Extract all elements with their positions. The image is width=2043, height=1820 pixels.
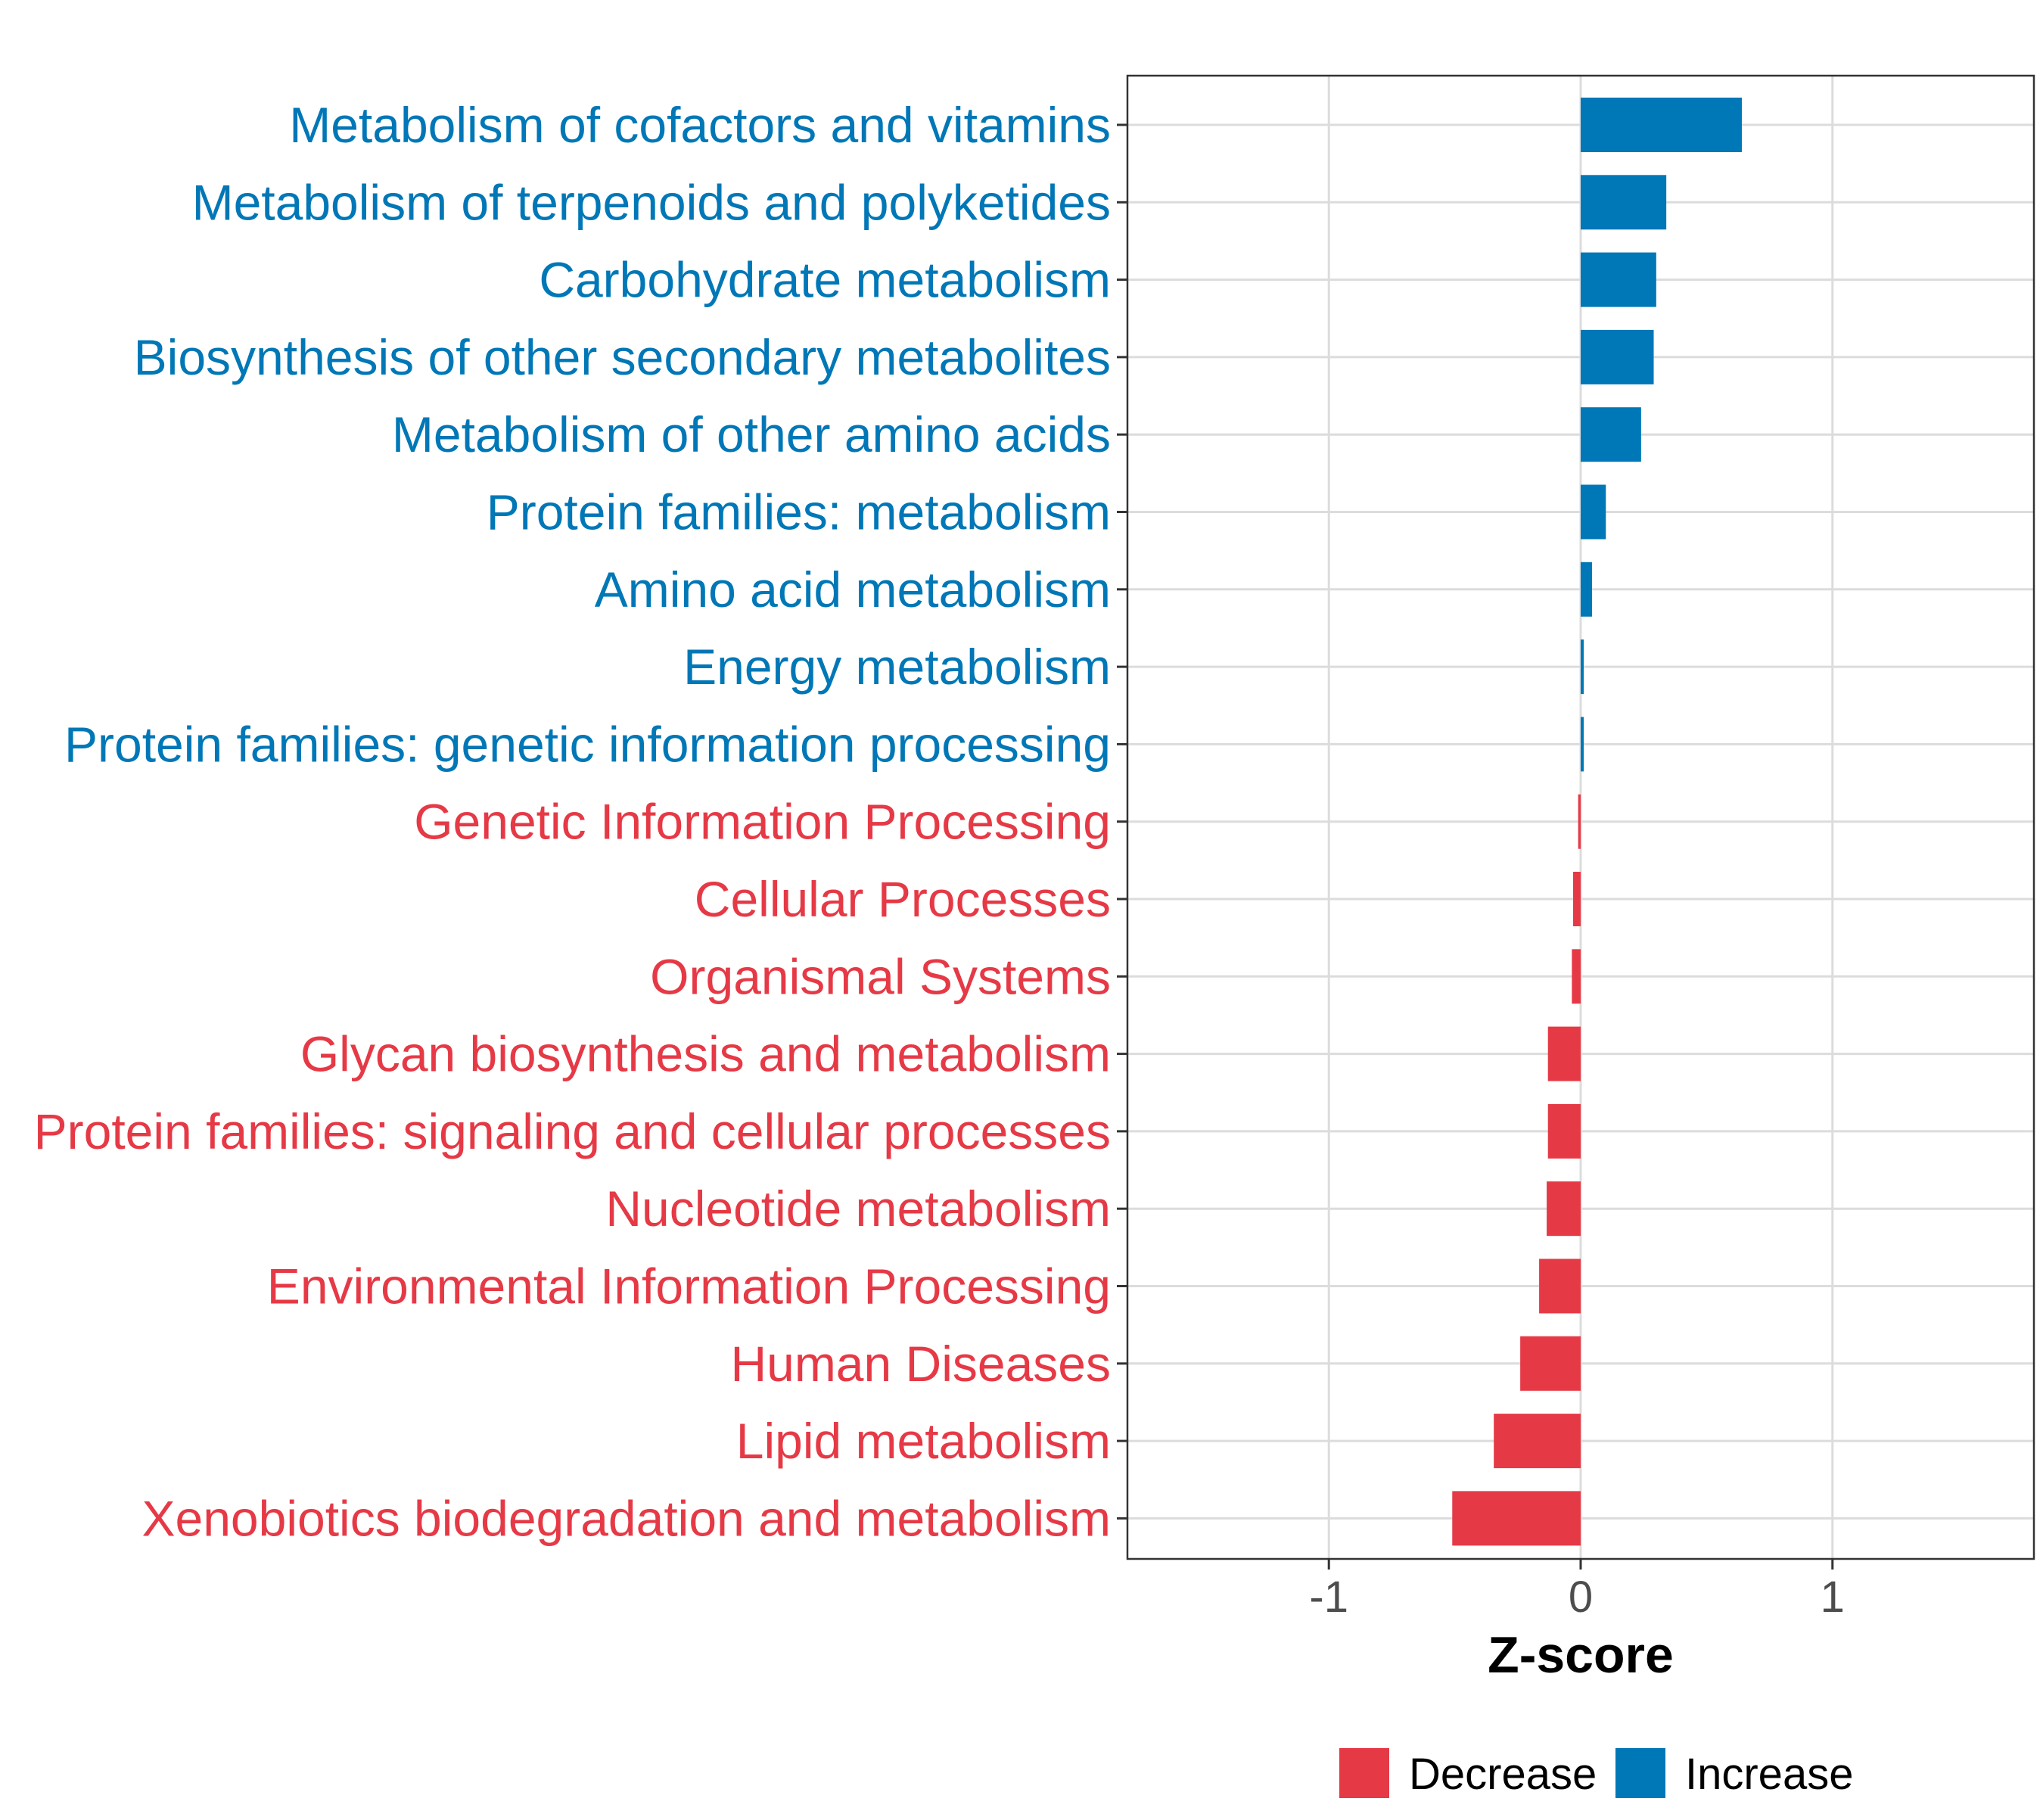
bar bbox=[1581, 329, 1654, 384]
category-label: Nucleotide metabolism bbox=[605, 1181, 1111, 1237]
x-tick-label: 1 bbox=[1821, 1573, 1845, 1622]
bar bbox=[1581, 252, 1656, 307]
category-label: Metabolism of terpenoids and polyketides bbox=[192, 174, 1111, 230]
legend-label-decrease: Decrease bbox=[1409, 1750, 1597, 1799]
category-label: Glycan biosynthesis and metabolism bbox=[300, 1026, 1111, 1082]
category-label: Human Diseases bbox=[730, 1336, 1111, 1392]
bar bbox=[1520, 1336, 1581, 1391]
category-label: Metabolism of other amino acids bbox=[392, 406, 1111, 462]
legend: Decrease Increase bbox=[1339, 1748, 1853, 1799]
legend-label-increase: Increase bbox=[1685, 1750, 1853, 1799]
bar bbox=[1581, 407, 1641, 462]
bar bbox=[1573, 872, 1581, 926]
category-label: Carbohydrate metabolism bbox=[539, 252, 1111, 308]
bar bbox=[1547, 1026, 1581, 1081]
legend-key-increase bbox=[1615, 1748, 1665, 1798]
bar bbox=[1452, 1491, 1581, 1546]
category-label: Xenobiotics biodegradation and metabolis… bbox=[142, 1490, 1112, 1546]
bar bbox=[1581, 484, 1606, 540]
bar bbox=[1581, 717, 1584, 772]
bar bbox=[1494, 1414, 1581, 1469]
category-label: Biosynthesis of other secondary metaboli… bbox=[134, 329, 1111, 385]
category-label: Amino acid metabolism bbox=[595, 562, 1111, 618]
bar bbox=[1572, 949, 1581, 1004]
legend-key-decrease bbox=[1339, 1748, 1389, 1798]
category-label: Environmental Information Processing bbox=[267, 1258, 1111, 1314]
bar bbox=[1539, 1258, 1581, 1314]
x-tick-label: -1 bbox=[1309, 1573, 1348, 1622]
bar bbox=[1581, 562, 1592, 617]
bar bbox=[1547, 1103, 1581, 1159]
x-tick-label: 0 bbox=[1569, 1573, 1593, 1622]
category-label: Cellular Processes bbox=[695, 871, 1111, 927]
category-label: Protein families: signaling and cellular… bbox=[34, 1103, 1111, 1159]
category-label: Lipid metabolism bbox=[736, 1413, 1111, 1469]
category-label: Energy metabolism bbox=[683, 639, 1111, 695]
bars bbox=[1452, 98, 1742, 1546]
category-label: Metabolism of cofactors and vitamins bbox=[289, 97, 1111, 153]
category-label: Organismal Systems bbox=[650, 948, 1111, 1004]
x-axis-title: Z-score bbox=[1488, 1626, 1674, 1684]
bar bbox=[1578, 794, 1581, 849]
category-labels: Metabolism of cofactors and vitamins Meta… bbox=[34, 97, 1111, 1546]
y-ticks bbox=[1117, 123, 1127, 1520]
category-label: Protein families: genetic information pr… bbox=[64, 716, 1111, 772]
category-label: Protein families: metabolism bbox=[487, 484, 1111, 540]
bar bbox=[1581, 98, 1742, 152]
bar bbox=[1547, 1181, 1581, 1237]
category-label: Genetic Information Processing bbox=[414, 794, 1111, 850]
bar bbox=[1581, 639, 1584, 695]
bar bbox=[1581, 175, 1667, 230]
x-ticks: -1 0 1 bbox=[1309, 1559, 1845, 1622]
